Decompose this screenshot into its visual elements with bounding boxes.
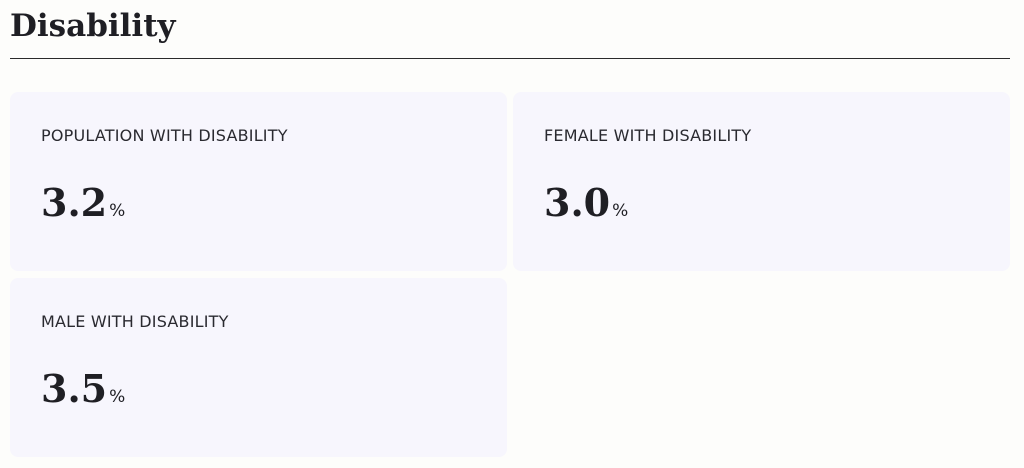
divider <box>10 58 1010 59</box>
stat-unit: % <box>612 201 629 221</box>
stat-label: FEMALE WITH DISABILITY <box>544 126 752 145</box>
stat-card: MALE WITH DISABILITY 3.5% <box>10 278 507 457</box>
stat-unit: % <box>109 387 126 407</box>
stat-value: 3.2% <box>41 180 125 225</box>
stat-number: 3.5 <box>41 366 108 411</box>
stat-label: POPULATION WITH DISABILITY <box>41 126 288 145</box>
stat-label: MALE WITH DISABILITY <box>41 312 229 331</box>
stat-value: 3.0% <box>544 180 628 225</box>
stat-card: FEMALE WITH DISABILITY 3.0% <box>513 92 1010 271</box>
stat-unit: % <box>109 201 126 221</box>
section-title: Disability <box>10 8 176 44</box>
stat-number: 3.2 <box>41 180 108 225</box>
stat-value: 3.5% <box>41 366 125 411</box>
stat-number: 3.0 <box>544 180 611 225</box>
stat-card: POPULATION WITH DISABILITY 3.2% <box>10 92 507 271</box>
